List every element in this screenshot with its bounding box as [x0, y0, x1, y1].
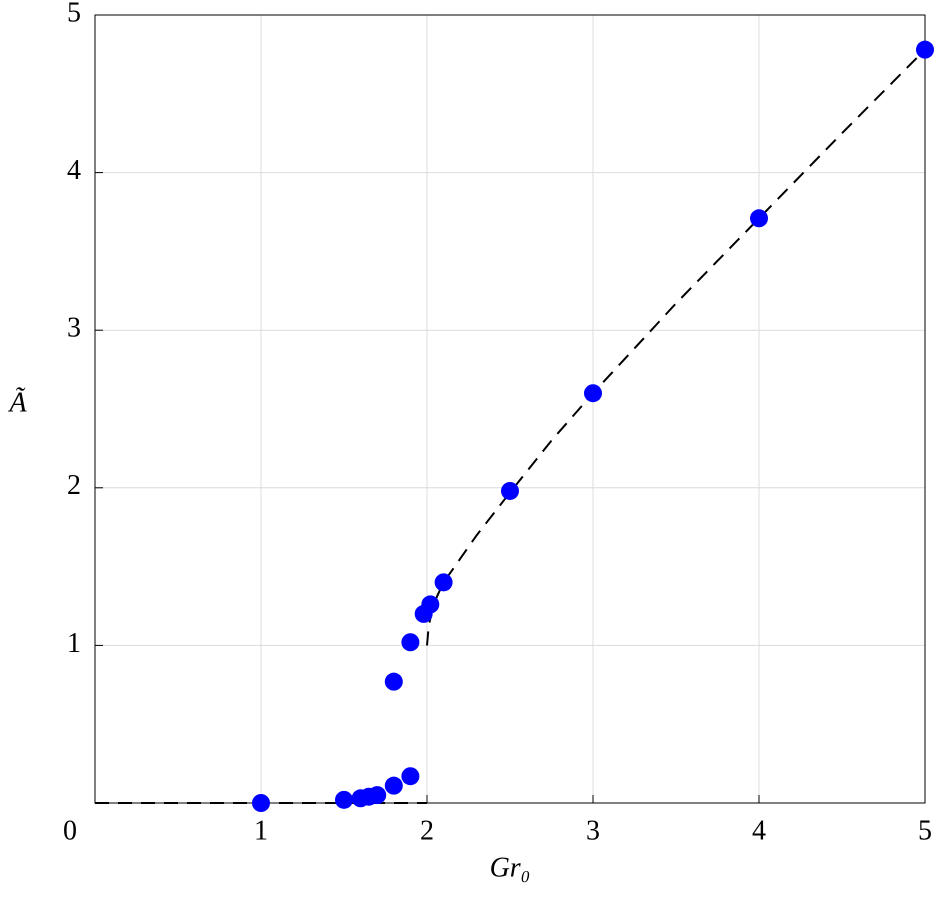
data-point [421, 595, 440, 614]
x-tick-label: 3 [586, 815, 600, 846]
y-tick-label: 4 [67, 155, 81, 186]
y-axis-label: Ã [7, 387, 27, 418]
data-point [384, 776, 403, 795]
data-point [368, 786, 387, 805]
data-point [252, 794, 270, 812]
y-tick-label: 1 [67, 628, 81, 659]
fit-line [95, 48, 926, 804]
y-tick-label: 5 [67, 0, 81, 28]
data-point [401, 767, 420, 786]
data-point [434, 573, 453, 592]
data-point [335, 790, 353, 809]
plot-frame [94, 14, 926, 804]
data-point [750, 209, 768, 228]
data-point [401, 633, 420, 652]
x-tick-label: 2 [420, 815, 434, 846]
x-axis-label: Gr₀ [490, 852, 531, 883]
y-tick-label: 3 [67, 313, 81, 344]
data-point [384, 672, 403, 691]
x-tick-label: 1 [254, 815, 268, 846]
x-tick-label: 0 [63, 815, 77, 846]
data-point [501, 481, 519, 500]
x-tick-label: 4 [752, 815, 766, 846]
y-tick-label: 2 [67, 470, 81, 501]
data-point [584, 384, 602, 403]
data-point [916, 40, 934, 59]
x-tick-label: 5 [918, 815, 932, 846]
